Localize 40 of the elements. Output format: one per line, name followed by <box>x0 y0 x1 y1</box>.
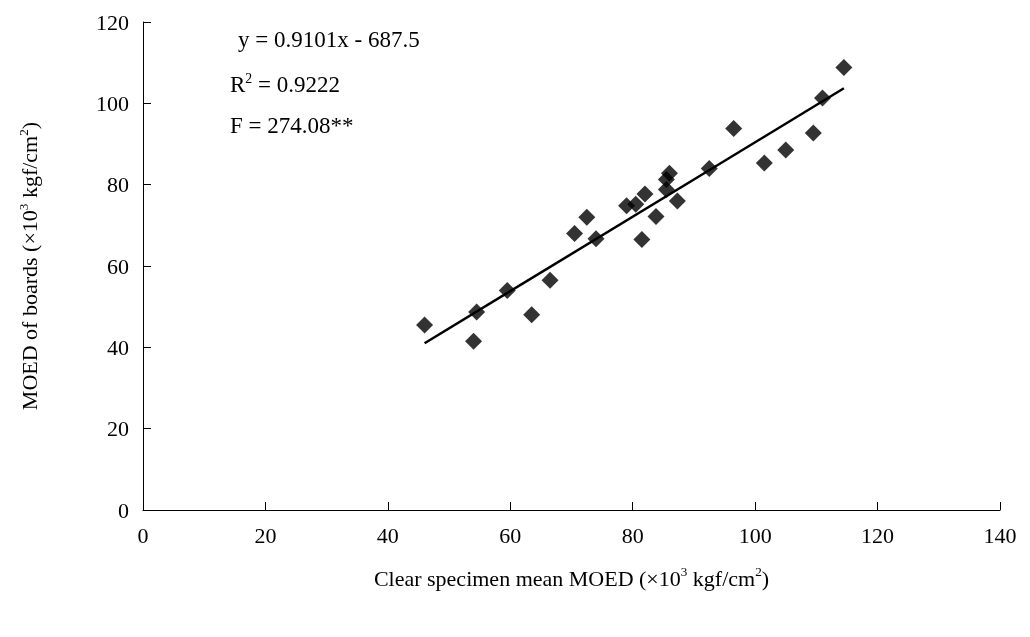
point <box>587 230 605 248</box>
point <box>835 59 853 77</box>
point <box>541 271 559 289</box>
point <box>566 224 584 242</box>
x-tick-label: 60 <box>499 522 522 548</box>
point <box>668 192 686 210</box>
point <box>468 303 486 321</box>
point <box>725 120 743 138</box>
point <box>633 231 651 249</box>
x-tick-label: 40 <box>376 522 399 548</box>
point <box>523 306 541 324</box>
x-tick-label: 100 <box>738 522 772 548</box>
y-tick-label: 100 <box>96 90 129 116</box>
point <box>755 154 773 172</box>
point <box>700 159 718 177</box>
x-tick-label: 20 <box>254 522 277 548</box>
point <box>416 316 434 334</box>
point <box>578 208 596 226</box>
y-axis-title: MOED of boards (×103 kgf/cm2) <box>15 121 43 411</box>
annotation: y = 0.9101x - 687.5 <box>238 27 420 52</box>
y-tick-label: 80 <box>107 172 129 198</box>
point <box>498 281 516 299</box>
x-tick-label: 0 <box>137 522 149 548</box>
x-tick-label: 80 <box>621 522 644 548</box>
annotation: F = 274.08** <box>230 113 354 138</box>
point <box>660 164 678 182</box>
x-tick-label: 140 <box>983 522 1017 548</box>
point <box>636 185 654 203</box>
point <box>804 124 822 142</box>
point <box>813 89 831 107</box>
point <box>627 195 645 213</box>
y-tick-label: 60 <box>107 253 129 279</box>
y-tick-label: 0 <box>118 497 129 523</box>
point <box>777 141 795 159</box>
y-tick-label: 120 <box>96 9 129 35</box>
y-tick-label: 40 <box>107 334 129 360</box>
y-tick-label: 20 <box>107 416 129 442</box>
point <box>647 207 665 225</box>
x-tick-label: 120 <box>861 522 895 548</box>
point <box>465 332 483 350</box>
